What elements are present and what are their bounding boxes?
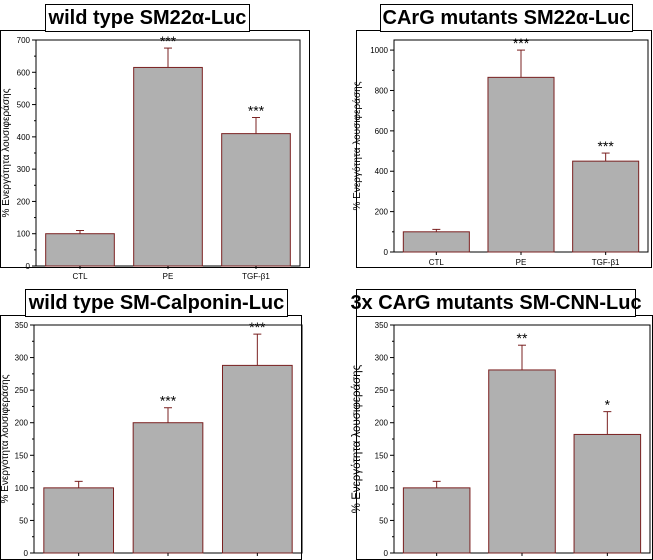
chart-title: CArG mutants SM22α-Luc	[380, 4, 633, 32]
y-tick-label: 300	[17, 165, 31, 174]
y-tick-label: 50	[19, 516, 28, 525]
y-tick-label: 200	[375, 208, 389, 217]
y-tick-label: 600	[375, 127, 389, 136]
y-tick-label: 400	[17, 133, 31, 142]
chart-panel-3x-carg-mutants-sm-cnn: 3x CArG mutants SM-CNN-Luc 0 50 100 150 200 2…	[330, 285, 653, 560]
y-axis-label: % Ενεργότητα λουσιφεράσης	[351, 81, 363, 210]
y-tick-label: 0	[24, 549, 29, 558]
y-tick-label: 350	[375, 321, 389, 330]
y-axis-label: % Ενεργότητα λουσιφεράσης	[0, 88, 12, 217]
chart-title: wild type SM-Calponin-Luc	[25, 289, 288, 317]
significance-marker: ***	[160, 393, 177, 409]
x-category-label: CTL	[429, 258, 445, 267]
bar-tgf-1	[573, 433, 642, 554]
bar-pe	[133, 66, 203, 267]
y-tick-label: 1000	[370, 46, 388, 55]
x-category-label: CTL	[72, 272, 88, 281]
chart-svg: 0 50 100 150 200 250 300 350 % Ενεργότητα λουσιφ…	[0, 319, 303, 560]
chart-svg: 0 100 200 300 400 500 600 700 % Ενεργότητα λουσι…	[0, 33, 301, 281]
bar-pe	[487, 76, 555, 253]
bar-pe	[488, 369, 556, 554]
bar-ctl	[43, 487, 115, 554]
bar-pe	[132, 422, 204, 554]
y-tick-label: 100	[375, 484, 389, 493]
y-tick-label: 50	[379, 516, 388, 525]
y-axis-label: % Ενεργότητα λουσιφεράσης	[0, 374, 11, 503]
y-tick-label: 350	[15, 321, 29, 330]
chart-svg: 0 50 100 150 200 250 300 350 % Ενεργότητα λουσιφ…	[351, 321, 651, 560]
y-tick-label: 150	[375, 451, 389, 460]
x-category-label: PE	[163, 272, 174, 281]
x-category-label: TGF-β1	[242, 272, 270, 281]
significance-marker: ***	[513, 35, 530, 51]
chart-svg: 0 200 400 600 800 1000 % Ενεργότητα λουσιφεράσ…	[351, 35, 649, 267]
y-tick-label: 150	[15, 451, 29, 460]
chart-panel-wild-type-sm-calponin: wild type SM-Calponin-Luc 0 50 100 150 200 25…	[0, 285, 330, 560]
y-tick-label: 700	[17, 36, 31, 45]
y-tick-label: 500	[17, 101, 31, 110]
y-tick-label: 800	[375, 86, 389, 95]
chart-title: wild type SM22α-Luc	[45, 4, 250, 32]
x-category-label: PE	[516, 258, 527, 267]
y-tick-label: 200	[375, 419, 389, 428]
bar-tgf-1	[221, 133, 291, 267]
y-tick-label: 250	[375, 386, 389, 395]
y-tick-label: 200	[17, 197, 31, 206]
y-tick-label: 0	[384, 248, 389, 257]
y-tick-label: 300	[15, 354, 29, 363]
y-tick-label: 400	[375, 167, 389, 176]
significance-marker: ***	[597, 138, 614, 154]
y-tick-label: 100	[15, 484, 29, 493]
significance-marker: *	[605, 397, 611, 413]
bar-ctl	[402, 231, 470, 253]
chart-title: 3x CArG mutants SM-CNN-Luc	[350, 289, 642, 317]
bar-ctl	[45, 233, 115, 267]
chart-panel-wild-type-sm22: wild type SM22α-Luc 0 100 200 300 400 500 600 7…	[0, 0, 330, 281]
significance-marker: ***	[248, 102, 265, 118]
y-tick-label: 250	[15, 386, 29, 395]
y-tick-label: 600	[17, 68, 31, 77]
y-tick-label: 100	[17, 230, 31, 239]
significance-marker: **	[517, 330, 528, 346]
significance-marker: ***	[160, 33, 177, 49]
bar-tgf-1	[221, 364, 293, 554]
chart-panel-carg-mutants-sm22: CArG mutants SM22α-Luc 0 200 400 600 800 1000…	[330, 0, 653, 275]
x-category-label: TGF-β1	[592, 258, 620, 267]
y-tick-label: 0	[26, 262, 31, 271]
y-tick-label: 300	[375, 354, 389, 363]
bar-tgf-1	[572, 160, 640, 253]
y-tick-label: 0	[384, 549, 389, 558]
significance-marker: ***	[249, 319, 266, 335]
y-tick-label: 200	[15, 419, 29, 428]
bar-ctl	[402, 487, 471, 554]
y-axis-label: % Ενεργότητα λουσιφεράσης	[351, 364, 363, 513]
